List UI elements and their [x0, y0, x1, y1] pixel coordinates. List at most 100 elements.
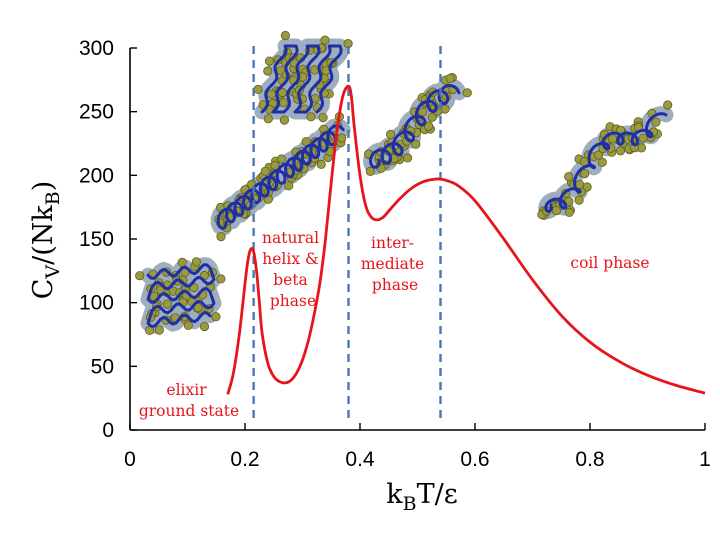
molecule-bead [263, 114, 273, 124]
molecule-bead [423, 121, 434, 131]
molecule-bead [263, 66, 273, 76]
molecule-bead [411, 139, 421, 149]
x-tick-label: 0.6 [460, 448, 489, 471]
annotation-intermediate: inter- mediate phase [361, 234, 429, 294]
molecule-bead [337, 133, 347, 143]
x-label-sub: B [403, 493, 417, 515]
x-label-main: k [386, 479, 403, 510]
x-tick-label: 0 [124, 448, 136, 471]
x-label-rest: T/ε [417, 479, 458, 510]
molecule-illustrations [135, 30, 674, 335]
molecule-backbone [544, 112, 668, 213]
molecule-bead [276, 154, 287, 164]
molecule-bead [191, 257, 201, 267]
molecule-bead [316, 159, 326, 169]
molecule-bead [580, 169, 590, 179]
molecule-backbone [146, 263, 216, 328]
annotation-coil: coil phase [570, 254, 649, 272]
molecule-helix-chain [210, 112, 351, 242]
annotation-line: phase [372, 276, 418, 294]
annotation-line: beta [273, 271, 308, 289]
y-label-end: ) [28, 181, 59, 192]
annotation-line: ground state [139, 402, 239, 420]
y-label-main: C [28, 279, 59, 300]
molecule-bead [306, 112, 316, 122]
annotation-line: helix & [262, 250, 319, 268]
molecule-bead [651, 117, 661, 127]
molecule-bead [253, 84, 263, 94]
molecule-bead [216, 274, 226, 284]
annotation-line: phase [270, 292, 316, 310]
molecule-bead [216, 232, 226, 242]
molecule-bead [154, 325, 164, 335]
molecule-bead [440, 104, 450, 114]
molecule-bead [564, 207, 574, 217]
molecule-bead [638, 133, 648, 143]
x-axis-label: kBT/ε [386, 479, 457, 515]
series-line [226, 84, 706, 395]
y-tick-label: 100 [79, 292, 114, 315]
molecule-bead [551, 206, 562, 216]
molecule-backbone [216, 124, 345, 230]
x-tick-label: 0.8 [575, 448, 604, 471]
molecule-ground-state [135, 257, 226, 335]
x-tick-label: 0.4 [345, 448, 375, 471]
molecule-bead [162, 299, 172, 309]
y-label-mid: /(Nk [28, 205, 59, 265]
molecule-bead [135, 271, 145, 281]
molecule-coil [537, 100, 674, 220]
molecule-bead [574, 195, 584, 205]
annotation-line: elixir [166, 381, 207, 399]
molecule-bead [593, 150, 604, 160]
molecule-backbone [260, 44, 343, 114]
molecule-bead [260, 166, 270, 176]
molecule-beta-bundle [253, 30, 353, 125]
y-label-sub2: B [42, 191, 64, 205]
y-tick-label: 0 [102, 419, 114, 442]
molecule-bead [663, 100, 673, 110]
molecule-backbone [369, 84, 461, 169]
phase-transition-lines [252, 46, 442, 422]
y-axis-label: CV/(NkB) [28, 181, 64, 300]
y-label-sub1: V [42, 265, 64, 280]
molecule-bead [284, 181, 294, 191]
y-tick-label: 150 [79, 228, 114, 251]
series-group [226, 84, 706, 395]
y-ticks: 0 50 100 150 200 250 300 [79, 37, 137, 442]
molecule-bead [279, 115, 289, 125]
y-tick-label: 50 [91, 355, 114, 378]
molecule-bead [462, 88, 472, 98]
x-tick-label: 0.2 [230, 448, 259, 471]
molecule-bead [320, 35, 330, 45]
molecule-bead [266, 89, 277, 99]
annotation-line: mediate [361, 255, 424, 273]
molecule-bead [564, 172, 574, 182]
annotation-line: inter- [371, 234, 414, 252]
molecule-bead [278, 98, 289, 108]
molecule-bead [445, 73, 455, 84]
molecule-intermediate [363, 73, 472, 176]
molecule-bead [177, 257, 187, 267]
molecule-bead [615, 146, 626, 156]
molecule-bead [318, 113, 328, 123]
molecule-bead [402, 153, 413, 163]
x-tick-label: 1 [699, 448, 711, 471]
molecule-bead [597, 157, 607, 167]
molecule-bead [385, 129, 396, 139]
molecule-bead [280, 30, 290, 41]
y-tick-label: 250 [79, 101, 114, 124]
y-tick-label: 200 [79, 164, 114, 187]
annotation-elixir: elixir ground state [139, 381, 239, 420]
y-tick-label: 300 [79, 37, 114, 60]
molecule-bead [264, 56, 275, 66]
x-ticks: 0 0.2 0.4 0.6 0.8 1 [124, 423, 711, 471]
molecule-bead [211, 312, 221, 322]
annotation-line: natural [262, 229, 319, 247]
molecule-bead [183, 320, 193, 330]
molecule-bead [199, 321, 210, 332]
phase-annotations: elixir ground state natural helix & beta… [139, 229, 650, 420]
molecule-bead [365, 166, 375, 176]
molecule-bead [607, 134, 618, 144]
molecule-bead [427, 112, 437, 122]
